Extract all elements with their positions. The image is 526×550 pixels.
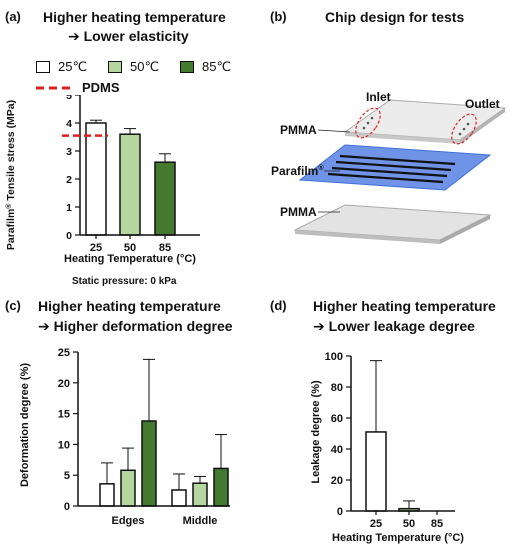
inlet-holes bbox=[362, 116, 374, 130]
panel-d-title-line1: Higher heating temperature bbox=[313, 298, 496, 314]
parafilm-label: Parafilm® bbox=[271, 164, 324, 178]
legend-label-50: 50℃ bbox=[130, 59, 160, 74]
y-tick-label: 20 bbox=[58, 378, 70, 390]
bar-edges-1 bbox=[120, 469, 136, 507]
bar-edges-0 bbox=[99, 483, 115, 507]
y-tick-label: 0 bbox=[66, 230, 72, 242]
legend-pdms-dash bbox=[36, 86, 72, 90]
chart-c-x-ticks: Edges Middle bbox=[78, 505, 230, 527]
legend-label-pdms: PDMS bbox=[82, 80, 120, 95]
chart-a-ylabel: Parafilm® Tensile stress (MPa) bbox=[5, 100, 18, 250]
bar-middle-1 bbox=[192, 482, 208, 507]
y-tick-label: 0 bbox=[64, 501, 70, 513]
chart-d-xlabel: Heating Temperature (°C) bbox=[332, 532, 464, 544]
parafilm-label-text: Parafilm bbox=[271, 164, 319, 178]
chart-a-ylabel-suffix: Tensile stress (MPa) bbox=[5, 100, 17, 204]
x-tick-label: 25 bbox=[90, 242, 102, 254]
y-tick-label: 100 bbox=[325, 351, 343, 363]
pmma-top-label: PMMA bbox=[280, 123, 317, 137]
chart-a: 0 1 2 3 4 5 25 50 85 Parafilm® Tensile stress (… bbox=[5, 95, 200, 265]
chart-d-ylabel: Leakage degree (%) bbox=[310, 380, 322, 484]
x-tick-label: 50 bbox=[124, 242, 136, 254]
panel-c-title-line2: ➔ Higher deformation degree bbox=[38, 318, 233, 334]
chart-d: 0 20 40 60 80 100 25 50 85 Leakage degree (%) H… bbox=[310, 351, 464, 544]
chart-c-bars bbox=[99, 358, 229, 507]
panel-c-title-line1: Higher heating temperature bbox=[38, 298, 221, 314]
legend-label-85: 85℃ bbox=[202, 59, 232, 74]
legend-label-25: 25℃ bbox=[58, 59, 88, 74]
bar-edges-2 bbox=[141, 420, 157, 507]
y-tick-label: 1 bbox=[66, 202, 72, 214]
y-tick-label: 25 bbox=[58, 347, 70, 359]
chart-d-x-ticks: 25 50 85 bbox=[351, 510, 455, 530]
bar-25 bbox=[365, 431, 387, 512]
panel-b-title: Chip design for tests bbox=[325, 9, 465, 25]
chart-a-x-ticks: 25 50 85 bbox=[80, 234, 200, 254]
y-tick-label: 10 bbox=[58, 439, 70, 451]
panel-a-note: Static pressure: 0 kPa bbox=[72, 276, 177, 287]
y-tick-label: 20 bbox=[331, 475, 343, 487]
panel-a-title-line1: Higher heating temperature bbox=[43, 9, 226, 25]
x-tick-label: 85 bbox=[431, 518, 443, 530]
bar-85 bbox=[154, 161, 176, 236]
outlet-holes bbox=[458, 122, 470, 136]
y-tick-label: 5 bbox=[66, 95, 72, 102]
chart-a-ylabel-prefix: Parafilm bbox=[5, 209, 17, 250]
parafilm-channels bbox=[327, 154, 456, 184]
panel-d-letter: (d) bbox=[270, 298, 287, 313]
y-tick-label: 15 bbox=[58, 409, 70, 421]
pmma-bottom-layer bbox=[293, 204, 492, 244]
y-tick-label: 40 bbox=[331, 444, 343, 456]
chip-diagram bbox=[293, 99, 507, 244]
chart-a-y-ticks: 0 1 2 3 4 5 bbox=[66, 95, 81, 242]
y-tick-label: 5 bbox=[64, 470, 70, 482]
chart-d-y-ticks: 0 20 40 60 80 100 bbox=[325, 351, 352, 518]
parafilm-label-sup: ® bbox=[318, 165, 324, 172]
chart-c-y-ticks: 0 5 10 15 20 25 bbox=[58, 347, 79, 513]
x-tick-label: 85 bbox=[159, 242, 171, 254]
chart-d-bars bbox=[365, 360, 420, 512]
legend-swatch-25 bbox=[36, 61, 50, 73]
x-group-label: Edges bbox=[111, 515, 144, 527]
y-tick-label: 0 bbox=[337, 506, 343, 518]
panel-d-title-line2: ➔ Lower leakage degree bbox=[313, 318, 475, 334]
legend-swatch-50 bbox=[108, 61, 122, 73]
inlet-label: Inlet bbox=[366, 90, 391, 104]
bar-25 bbox=[85, 122, 107, 236]
parafilm-layer bbox=[298, 144, 492, 191]
x-tick-label: 50 bbox=[403, 518, 415, 530]
panel-a-title-line2: ➔ Lower elasticity bbox=[68, 28, 189, 44]
outlet-label: Outlet bbox=[465, 97, 500, 111]
chart-c-ylabel: Deformation degree (%) bbox=[19, 363, 31, 487]
leader-lines bbox=[317, 129, 351, 213]
x-tick-label: 25 bbox=[370, 518, 382, 530]
chart-a-bars bbox=[85, 119, 176, 236]
bar-middle-2 bbox=[213, 467, 229, 507]
legend-swatch-85 bbox=[180, 61, 194, 73]
pmma-bottom-label: PMMA bbox=[280, 205, 317, 219]
y-tick-label: 3 bbox=[66, 146, 72, 158]
y-tick-label: 2 bbox=[66, 174, 72, 186]
panel-b-letter: (b) bbox=[270, 9, 287, 24]
panel-c-letter: (c) bbox=[5, 298, 21, 313]
bar-middle-0 bbox=[171, 489, 187, 507]
chart-a-ylabel-sup: ® bbox=[5, 203, 13, 209]
chart-c: 0 5 10 15 20 25 Edges Middle Deformation degre… bbox=[19, 347, 230, 527]
panel-a-letter: (a) bbox=[5, 9, 21, 24]
y-tick-label: 60 bbox=[331, 413, 343, 425]
bar-50 bbox=[119, 133, 141, 236]
x-group-label: Middle bbox=[183, 515, 218, 527]
pmma-top-layer bbox=[343, 99, 507, 145]
y-tick-label: 80 bbox=[331, 382, 343, 394]
chart-a-xlabel: Heating Temperature (°C) bbox=[64, 253, 196, 265]
y-tick-label: 4 bbox=[66, 118, 72, 130]
